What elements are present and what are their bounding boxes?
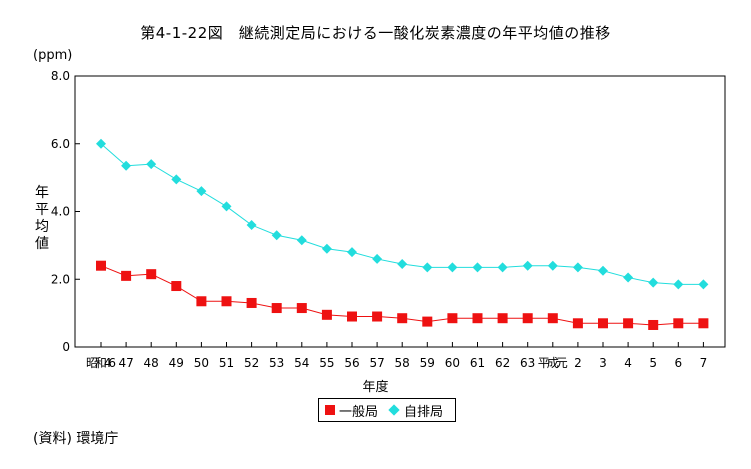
data-point-diamond — [96, 138, 106, 149]
x-tick-label: 62 — [495, 356, 510, 370]
data-point-diamond — [321, 243, 332, 254]
data-point-diamond — [397, 259, 408, 270]
data-point-diamond — [472, 262, 483, 273]
x-tick-label: 3 — [599, 356, 607, 370]
x-tick-label: 2 — [574, 356, 582, 370]
x-tick-label: 4 — [624, 356, 632, 370]
source-note: (資料) 環境庁 — [33, 431, 119, 447]
y-unit-label: (ppm) — [33, 48, 73, 63]
data-point-square — [572, 318, 583, 329]
x-tick-label: 61 — [470, 356, 485, 370]
chart-title: 第4-1-22図 継続測定局における一酸化炭素濃度の年平均値の推移 — [140, 24, 611, 42]
square-marker-icon — [325, 405, 335, 415]
data-point-square — [673, 318, 684, 329]
data-point-square — [196, 296, 207, 307]
data-point-square — [598, 318, 608, 329]
data-point-diamond — [522, 260, 533, 271]
x-tick-label: 60 — [445, 356, 460, 370]
data-point-diamond — [296, 235, 307, 246]
data-point-square — [372, 311, 383, 322]
data-point-square — [347, 311, 357, 322]
legend-label-general: 一般局 — [339, 404, 379, 420]
data-point-square — [321, 309, 332, 320]
data-point-diamond — [271, 230, 282, 241]
data-point-square — [472, 313, 483, 324]
data-point-square — [623, 318, 634, 329]
data-point-diamond — [347, 247, 357, 258]
x-tick-label: 53 — [269, 356, 284, 370]
data-point-square — [397, 313, 408, 324]
data-point-diamond — [146, 159, 157, 170]
y-tick-label: 0 — [62, 340, 70, 354]
data-point-square — [447, 313, 458, 324]
data-point-square — [246, 297, 257, 308]
data-point-diamond — [623, 272, 634, 283]
y-tick-label: 8.0 — [51, 69, 70, 83]
data-point-diamond — [196, 186, 207, 197]
data-point-diamond — [648, 277, 659, 288]
x-tick-label: 51 — [219, 356, 234, 370]
data-point-square — [648, 319, 659, 330]
legend-label-roadside: 自排局 — [404, 404, 444, 420]
data-point-square — [221, 296, 232, 307]
x-tick-label: 55 — [319, 356, 334, 370]
x-tick-label: 54 — [294, 356, 309, 370]
y-axis-label: 年平均値 — [35, 185, 49, 252]
data-point-diamond — [497, 262, 508, 273]
x-tick-label: 47 — [118, 356, 133, 370]
data-point-diamond — [422, 262, 433, 273]
x-tick-label: 52 — [244, 356, 259, 370]
x-tick-label: 59 — [420, 356, 435, 370]
x-tick-label: 48 — [144, 356, 159, 370]
data-point-square — [96, 260, 106, 271]
data-point-square — [698, 318, 709, 329]
diamond-marker-icon — [388, 404, 400, 416]
plot-frame — [74, 75, 726, 348]
data-point-square — [522, 313, 533, 324]
y-tick-label: 2.0 — [51, 272, 70, 286]
data-point-square — [171, 281, 182, 292]
data-point-square — [547, 313, 558, 324]
data-point-diamond — [598, 265, 608, 276]
x-tick-label: 50 — [194, 356, 209, 370]
data-point-diamond — [673, 279, 684, 290]
data-point-diamond — [447, 262, 458, 273]
legend-item-roadside: 自排局 — [388, 401, 443, 420]
x-axis-label: 年度 — [362, 380, 389, 395]
data-point-diamond — [698, 279, 709, 290]
x-tick-label: 7 — [700, 356, 708, 370]
x-tick-label: 57 — [369, 356, 384, 370]
data-point-diamond — [372, 253, 383, 264]
data-point-square — [271, 303, 282, 314]
data-point-diamond — [572, 262, 583, 273]
x-tick-label: 56 — [344, 356, 359, 370]
data-point-diamond — [171, 174, 182, 185]
data-point-diamond — [221, 201, 232, 212]
y-tick-label: 4.0 — [51, 205, 70, 219]
x-tick-label: 49 — [169, 356, 184, 370]
data-point-diamond — [121, 160, 132, 171]
y-tick-label: 6.0 — [51, 137, 70, 151]
x-tick-label: 平成元 — [538, 356, 568, 370]
legend: 一般局 自排局 — [318, 398, 457, 422]
data-point-square — [146, 269, 157, 280]
data-point-diamond — [547, 260, 558, 271]
x-tick-label: 58 — [395, 356, 410, 370]
data-point-diamond — [246, 220, 257, 231]
data-point-square — [422, 316, 433, 327]
data-point-square — [497, 313, 508, 324]
x-tick-label: 5 — [649, 356, 657, 370]
data-point-square — [296, 303, 307, 314]
x-tick-label: 63 — [520, 356, 535, 370]
legend-item-general: 一般局 — [325, 401, 378, 420]
x-tick-label: 6 — [674, 356, 682, 370]
data-point-square — [121, 270, 132, 281]
x-tick-label: 昭和46 — [86, 356, 116, 370]
